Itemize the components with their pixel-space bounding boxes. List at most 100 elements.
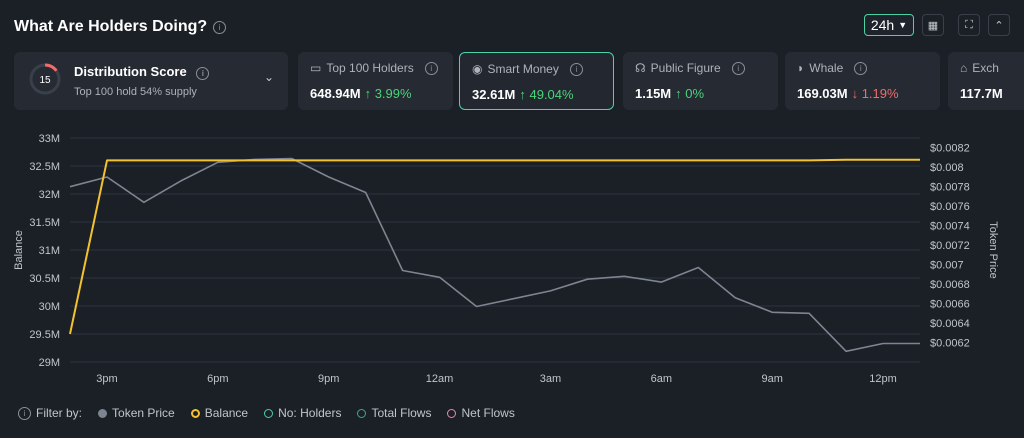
y-tick-left: 30M [39,301,60,313]
y-tick-right: $0.0068 [930,279,970,291]
card-label-row: ◉ Smart Money i [472,62,601,76]
smart-money-icon: ◉ [472,62,483,76]
legend-label: No: Holders [278,406,342,420]
info-icon[interactable]: i [18,406,31,420]
y-tick-right: $0.007 [930,260,964,272]
y-tick-left: 33M [39,133,60,145]
y-axis-right: $0.0082 $0.008 $0.0078 $0.0076 $0.0074 $0.007… [930,143,970,350]
card-value-row: 32.61M ↑ 49.04% [472,87,601,102]
card-public-figure[interactable]: ☊ Public Figure i 1.15M ↑ 0% [623,52,778,110]
card-value-row: 117.7M [960,86,1024,101]
x-tick: 3am [540,373,561,385]
card-label: Exch [972,61,999,75]
legend-dot-net-flows [447,408,457,418]
legend-dot-total-flows [357,408,367,418]
legend-dot-token-price [98,408,108,418]
legend-item-balance[interactable]: Balance [190,406,249,420]
filter-label: i Filter by: [18,406,82,420]
card-change: ↑ 0% [675,86,705,101]
x-tick: 9pm [318,373,339,385]
info-icon[interactable]: i [196,67,210,80]
y-axis-label-left: Balance [13,230,25,270]
legend-label: Balance [204,406,249,420]
y-tick-right: $0.0072 [930,240,970,252]
x-tick: 6am [651,373,672,385]
legend-item-total-flows[interactable]: Total Flows [357,406,431,420]
legend-item-net-flows[interactable]: Net Flows [447,406,515,420]
card-whale[interactable]: ◗ Whale i 169.03M ↓ 1.19% [785,52,940,110]
y-tick-left: 31.5M [29,217,60,229]
y-tick-right: $0.0078 [930,182,970,194]
y-tick-right: $0.008 [930,162,964,174]
card-change: ↑ 49.04% [519,87,574,102]
card-value: 169.03M [797,86,848,101]
card-value: 1.15M [635,86,672,101]
panel-title: What Are Holders Doing? [14,18,208,35]
card-label: Public Figure [650,61,721,75]
card-exchange[interactable]: ⌂ Exch 117.7M [948,52,1024,110]
expand-icon[interactable]: ⛶ [958,14,980,36]
y-tick-right: $0.0074 [930,221,970,233]
y-tick-left: 31M [39,245,60,257]
collapse-chevron-icon[interactable]: ⌃ [988,14,1010,36]
distribution-score-card[interactable]: 15 Distribution Score i Top 100 hold 54%… [14,52,288,110]
y-tick-left: 29.5M [29,329,60,341]
card-value: 648.94M [310,86,361,101]
x-tick: 12am [426,373,454,385]
panel-header: What Are Holders Doing? i 24h ▼ ▦ ⛶ ⌃ [14,14,1010,40]
card-label-row: ⌂ Exch [960,61,1024,75]
card-top-100-holders[interactable]: ▭ Top 100 Holders i 648.94M ↑ 3.99% [298,52,453,110]
card-label-row: ▭ Top 100 Holders i [310,61,441,75]
card-label: Top 100 Holders [326,61,414,75]
info-icon[interactable]: i [569,62,583,76]
timeframe-value: 24h [870,17,895,33]
chevron-down-icon[interactable]: ⌄ [263,70,274,84]
series-line-token-price [69,157,920,353]
wallet-icon: ▭ [310,61,322,75]
distribution-title-text: Distribution Score [74,64,187,79]
holders-chart[interactable]: 33M 32.5M 32M 31.5M 31M 30.5M 30M 29.5M 29M $0.0… [0,120,1024,390]
info-icon[interactable]: i [854,61,868,75]
y-tick-left: 32M [39,189,60,201]
card-label: Whale [809,61,844,75]
card-value-row: 1.15M ↑ 0% [635,86,766,101]
y-axis-left: 33M 32.5M 32M 31.5M 31M 30.5M 30M 29.5M 29M [29,133,60,369]
x-tick: 3pm [96,373,117,385]
card-label-row: ☊ Public Figure i [635,61,766,75]
metric-cards: 15 Distribution Score i Top 100 hold 54%… [14,52,1024,110]
card-label-row: ◗ Whale i [797,61,928,75]
y-tick-left: 29M [39,357,60,369]
legend-item-token-price[interactable]: Token Price [98,406,175,420]
score-ring: 15 [29,63,61,95]
y-tick-left: 32.5M [29,161,60,173]
chart-grid [70,137,920,363]
timeframe-dropdown[interactable]: 24h ▼ [864,14,914,36]
y-tick-right: $0.0066 [930,299,970,311]
card-value-row: 169.03M ↓ 1.19% [797,86,928,101]
legend-dot-no-holders [264,408,274,418]
distribution-subtitle: Top 100 hold 54% supply [74,86,197,98]
x-axis: 3pm 6pm 9pm 12am 3am 6am 9am 12pm [96,373,897,385]
whale-icon: ◗ [797,61,805,75]
bank-icon: ⌂ [960,61,968,75]
y-tick-right: $0.0076 [930,201,970,213]
calendar-icon[interactable]: ▦ [922,14,944,36]
card-smart-money[interactable]: ◉ Smart Money i 32.61M ↑ 49.04% [459,52,614,110]
legend-label: Net Flows [461,406,515,420]
info-icon[interactable]: i [424,61,438,75]
x-tick: 12pm [869,373,897,385]
chart-legend: i Filter by: Token Price Balance No: Hol… [18,406,515,420]
header-controls: 24h ▼ ▦ ⛶ ⌃ [864,14,1010,36]
card-change: ↑ 3.99% [364,86,412,101]
info-icon[interactable]: i [731,61,745,75]
caret-down-icon: ▼ [898,20,908,30]
legend-label: Token Price [112,406,175,420]
legend-item-no-holders[interactable]: No: Holders [264,406,341,420]
card-label: Smart Money [487,62,559,76]
score-value: 15 [39,75,51,86]
info-icon[interactable]: i [213,20,227,34]
card-value: 32.61M [472,87,516,102]
legend-dot-balance [190,408,200,418]
card-value: 117.7M [960,86,1003,101]
card-change: ↓ 1.19% [851,86,899,101]
